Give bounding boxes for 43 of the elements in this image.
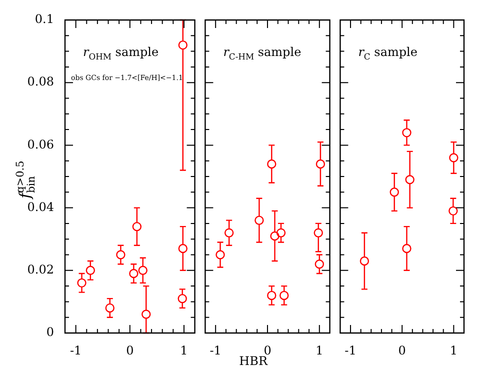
point [216,250,225,260]
point [390,188,399,197]
point [224,228,234,238]
y-tick-label: 0.08 [27,74,54,89]
x-tick-label: -1 [344,343,356,358]
x-tick-label: 0 [126,343,134,358]
y-tick-label: 0.1 [34,12,54,26]
point [360,256,370,266]
point [314,260,324,269]
point [132,222,142,232]
y-tick-label: 0.04 [27,200,54,214]
point [142,310,151,319]
x-tick-label: 1 [180,343,188,358]
y-tick-label: 0.06 [27,137,54,152]
point [402,128,412,138]
point [314,228,323,238]
x-tick-label: 1 [316,343,324,358]
y-tick-label: 0.02 [27,262,54,277]
point [116,250,126,260]
y-tick-label: 0 [46,325,54,340]
point [178,294,187,304]
point [129,268,138,278]
x-tick-label: 1 [450,343,458,358]
point [405,175,414,184]
point [276,228,286,238]
x-tick-label: -1 [70,343,82,358]
point [178,40,188,50]
point [316,159,326,169]
point [267,159,276,169]
point [270,231,280,241]
point [267,290,276,300]
point [449,153,458,162]
point [402,244,412,254]
point [77,278,86,288]
x-tick-label: -1 [210,343,222,358]
point [448,206,458,216]
point [105,303,114,313]
point [280,290,289,300]
point [178,244,188,254]
x-tick-label: 0 [398,343,406,358]
point [86,266,96,275]
point [138,266,148,275]
point [254,216,264,225]
